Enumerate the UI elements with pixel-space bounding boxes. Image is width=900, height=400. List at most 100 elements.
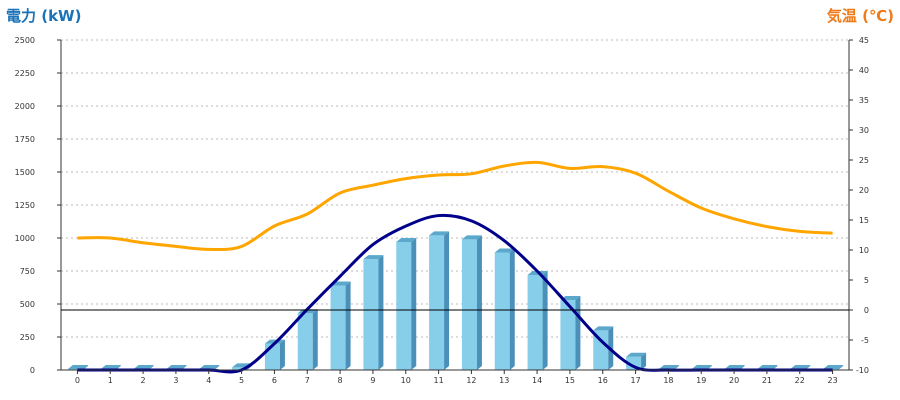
grid-lines [61, 39, 849, 338]
bar-top [790, 365, 811, 369]
x-tick-label: 7 [305, 376, 310, 385]
left-tick-label: 0 [30, 366, 35, 375]
bar-side [641, 352, 647, 370]
left-tick-label: 1000 [15, 234, 35, 243]
series-lines [77, 160, 833, 374]
x-tick-label: 23 [827, 376, 837, 385]
left-tick-label: 2250 [15, 69, 35, 78]
x-tick-label: 10 [401, 376, 411, 385]
x-tick-label: 20 [729, 376, 739, 385]
bar-top [100, 365, 121, 369]
right-tick-label: 30 [859, 126, 869, 135]
x-tick-label: 1 [108, 376, 113, 385]
x-tick-label: 5 [239, 376, 244, 385]
bar-front [330, 285, 346, 370]
bar-front [232, 367, 248, 370]
x-tick-label: 22 [795, 376, 805, 385]
power-bar [494, 248, 515, 370]
tick-labels: 02505007501000125015001750200022502500-1… [15, 36, 869, 385]
bar-top [757, 365, 778, 369]
power-bar [527, 270, 548, 370]
temperature-line [77, 160, 833, 251]
x-tick-label: 15 [565, 376, 575, 385]
power-bar [363, 255, 384, 370]
x-tick-label: 16 [598, 376, 608, 385]
x-tick-label: 14 [532, 376, 542, 385]
x-tick-label: 3 [173, 376, 178, 385]
x-tick-label: 8 [338, 376, 343, 385]
bar-front [560, 300, 576, 370]
power-bar [560, 296, 581, 370]
x-tick-label: 21 [762, 376, 772, 385]
bar-side [476, 235, 482, 370]
bar-top [494, 248, 515, 253]
bar-side [444, 231, 450, 370]
x-tick-label: 19 [696, 376, 706, 385]
bar-front [527, 274, 543, 370]
bar-top [396, 237, 417, 242]
x-tick-label: 6 [272, 376, 277, 385]
x-tick-label: 17 [630, 376, 640, 385]
power-line [77, 213, 833, 374]
x-tick-label: 4 [206, 376, 211, 385]
left-tick-label: 1750 [15, 135, 35, 144]
left-axis-title: 電力 (kW) [6, 7, 82, 25]
right-tick-label: 20 [859, 186, 869, 195]
left-tick-label: 1500 [15, 168, 35, 177]
power-bar [396, 237, 417, 370]
bar-top [199, 365, 220, 369]
x-tick-label: 11 [433, 376, 443, 385]
left-tick-label: 1250 [15, 201, 35, 210]
x-tick-label: 2 [141, 376, 146, 385]
bar-top [133, 365, 154, 369]
right-tick-label: 40 [859, 66, 869, 75]
bar-side [838, 365, 844, 370]
bar-front [461, 239, 477, 370]
bar-side [279, 339, 285, 370]
power-bar [330, 281, 351, 370]
bar-top [461, 235, 482, 240]
x-tick-label: 18 [663, 376, 673, 385]
bar-top [560, 296, 581, 301]
bar-top [363, 255, 384, 260]
bar-side [312, 309, 318, 370]
bar-side [345, 281, 351, 370]
left-tick-label: 2000 [15, 102, 35, 111]
right-tick-label: 35 [859, 96, 869, 105]
bar-front [297, 313, 313, 370]
bar-top [593, 326, 614, 331]
right-tick-label: -10 [856, 366, 869, 375]
axes [57, 39, 853, 374]
right-tick-label: -5 [861, 336, 869, 345]
bar-top [691, 365, 712, 369]
bar-side [575, 296, 581, 370]
x-tick-label: 0 [75, 376, 80, 385]
bar-top [724, 365, 745, 369]
bar-top [823, 365, 844, 369]
bar-side [378, 255, 384, 370]
right-tick-label: 45 [859, 36, 869, 45]
bar-front [429, 235, 445, 370]
bar-top [429, 231, 450, 236]
right-tick-label: 10 [859, 246, 869, 255]
bar-top [658, 365, 679, 369]
power-bar [429, 231, 450, 370]
bar-front [363, 259, 379, 370]
x-tick-label: 12 [466, 376, 476, 385]
x-tick-label: 13 [499, 376, 509, 385]
bar-front [396, 241, 412, 370]
right-tick-label: 5 [864, 276, 869, 285]
bar-front [494, 252, 510, 370]
right-tick-label: 15 [859, 216, 869, 225]
right-tick-label: 25 [859, 156, 869, 165]
left-tick-label: 500 [20, 300, 35, 309]
left-tick-label: 750 [20, 267, 35, 276]
right-axis-title: 気温 (℃) [826, 7, 894, 25]
left-tick-label: 250 [20, 333, 35, 342]
bar-side [542, 270, 548, 370]
x-tick-label: 9 [370, 376, 375, 385]
bar-top [67, 365, 88, 369]
bar-side [509, 248, 515, 370]
right-tick-label: 0 [864, 306, 869, 315]
